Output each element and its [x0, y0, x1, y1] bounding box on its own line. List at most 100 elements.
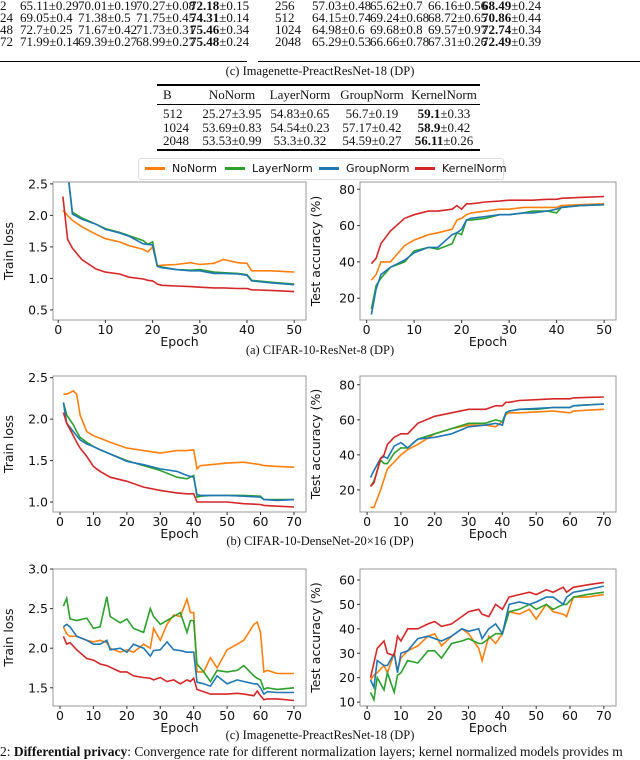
left-best-cell: 75.46±0.34	[190, 22, 249, 38]
x-tick-label: 70	[286, 708, 302, 723]
x-tick-label: 20	[119, 708, 135, 723]
y-tick-label: 20	[339, 670, 355, 685]
left-cell: 71.99±0.14	[20, 34, 80, 49]
y-tick-label: 2.5	[28, 601, 48, 616]
x-tick-label: 60	[253, 708, 269, 723]
y-tick-label: 20	[339, 482, 355, 497]
x-tick-label: 40	[186, 514, 202, 529]
left-cell: 71.75±0.45	[136, 10, 196, 25]
x-tick-label: 70	[596, 708, 612, 723]
x-tick-label: 40	[494, 514, 510, 529]
y-tick-label: 40	[339, 447, 355, 462]
x-tick-label: 20	[454, 322, 470, 337]
legend-item-groupnorm: GroupNorm	[319, 162, 410, 175]
x-tick-label: 30	[461, 514, 477, 529]
x-tick-label: 20	[427, 708, 443, 723]
right-cell: 64.98±0.6	[312, 22, 365, 37]
table-cell: 54.59±0.27	[342, 133, 402, 148]
legend-item-kernelnorm: KernelNorm	[415, 162, 507, 175]
subfigure-caption-a: (a) CIFAR-10-ResNet-8 (DP)	[245, 343, 395, 357]
right-cell: 65.29±0.53	[312, 34, 372, 49]
right-cell: 69.24±0.68	[370, 10, 430, 25]
best-std: ±0.34	[219, 22, 250, 37]
y-tick-label: 2.0	[28, 208, 48, 223]
y-axis-label: Train loss	[1, 415, 16, 474]
x-tick-label: 20	[427, 514, 443, 529]
column-header: NoNorm	[208, 87, 256, 102]
right-table-bottom-rule	[258, 61, 640, 62]
left-cell: 71.73±0.31	[136, 22, 196, 37]
table-cell: 53.53±0.99	[202, 133, 262, 148]
y-tick-label: 50	[339, 597, 355, 612]
y-tick-label: 40	[339, 254, 355, 269]
table-cell: 512	[163, 106, 183, 121]
legend-line-swatch	[225, 167, 245, 170]
left-cell: 24	[0, 10, 13, 25]
chart-legend: NoNorm LayerNorm GroupNorm KernelNorm	[138, 158, 507, 180]
y-tick-label: 60	[339, 412, 355, 427]
x-axis-label: Epoch	[160, 720, 198, 735]
y-tick-label: 1.0	[28, 495, 48, 510]
best-std: ±0.15	[219, 0, 250, 13]
x-axis-label: Epoch	[160, 526, 198, 541]
best-cell: 58.9±0.42	[404, 120, 484, 136]
left-cell: 71.67±0.42	[78, 22, 138, 37]
x-tick-label: 0	[56, 514, 64, 529]
left-cell: 69.05±0.4	[20, 10, 73, 25]
right-cell: 69.57±0.97	[428, 22, 488, 37]
x-tick-label: 20	[145, 322, 161, 337]
table-bottom-rule	[157, 149, 480, 151]
best-value: 70.86	[482, 10, 512, 25]
legend-item-nonorm: NoNorm	[145, 162, 217, 175]
best-value: 74.31	[190, 10, 220, 25]
plot-frame	[52, 375, 307, 513]
x-tick-label: 50	[286, 322, 302, 337]
x-tick-label: 60	[253, 514, 269, 529]
figure-caption-bold: Differential privacy	[13, 744, 128, 759]
x-tick-label: 50	[528, 514, 544, 529]
series-line-nonorm	[63, 389, 295, 471]
best-value: 72.74	[482, 22, 512, 37]
x-axis-label: Epoch	[469, 526, 507, 541]
y-axis-label: Test accuracy (%)	[308, 582, 323, 694]
figure-caption-prefix: 2:	[0, 744, 14, 759]
table-top-rule	[157, 84, 480, 86]
y-tick-label: 3.0	[28, 562, 48, 577]
best-std: ±0.26	[443, 133, 474, 148]
x-tick-label: 30	[152, 708, 168, 723]
legend-label: KernelNorm	[442, 162, 507, 175]
plot-frame	[52, 568, 307, 707]
y-tick-label: 40	[339, 621, 355, 636]
table-mid-rule	[157, 104, 480, 105]
subfigure-caption-c: (c) Imagenette-PreactResNet-18 (DP)	[225, 728, 415, 742]
series-line-nonorm	[370, 408, 604, 509]
left-cell: 65.11±0.29	[20, 0, 79, 13]
column-header: KernelNorm	[411, 87, 477, 102]
x-tick-label: 10	[393, 708, 409, 723]
series-line-layernorm	[62, 595, 295, 691]
y-tick-label: 2.0	[28, 412, 48, 427]
x-tick-label: 30	[461, 708, 477, 723]
series-line-kernelnorm	[369, 396, 604, 487]
y-tick-label: 1.5	[28, 239, 48, 254]
best-value: 75.48	[190, 34, 220, 49]
x-tick-label: 50	[596, 322, 612, 337]
legend-line-swatch	[145, 167, 165, 170]
best-value: 68.49	[482, 0, 512, 13]
series-line-groupnorm	[370, 203, 605, 315]
x-tick-label: 10	[406, 322, 422, 337]
left-best-cell: 72.18±0.15	[190, 0, 249, 14]
right-cell: 64.15±0.74	[312, 10, 372, 25]
right-cell: 57.03±0.48	[312, 0, 372, 13]
right-cell: 512	[275, 10, 295, 25]
left-table-bottom-rule	[0, 61, 247, 62]
chart-1: 0 10 20 30 40 50 20 40 60 80 Epoch Test accuracy (%…	[308, 181, 617, 349]
x-tick-label: 0	[363, 708, 371, 723]
right-best-cell: 68.49±0.24	[482, 0, 541, 14]
series-line-layernorm	[370, 203, 605, 310]
best-cell: 59.1±0.33	[404, 106, 484, 122]
best-std: ±0.34	[511, 22, 542, 37]
y-tick-label: 0.5	[28, 302, 48, 317]
x-tick-label: 0	[363, 322, 371, 337]
x-tick-label: 30	[501, 322, 517, 337]
